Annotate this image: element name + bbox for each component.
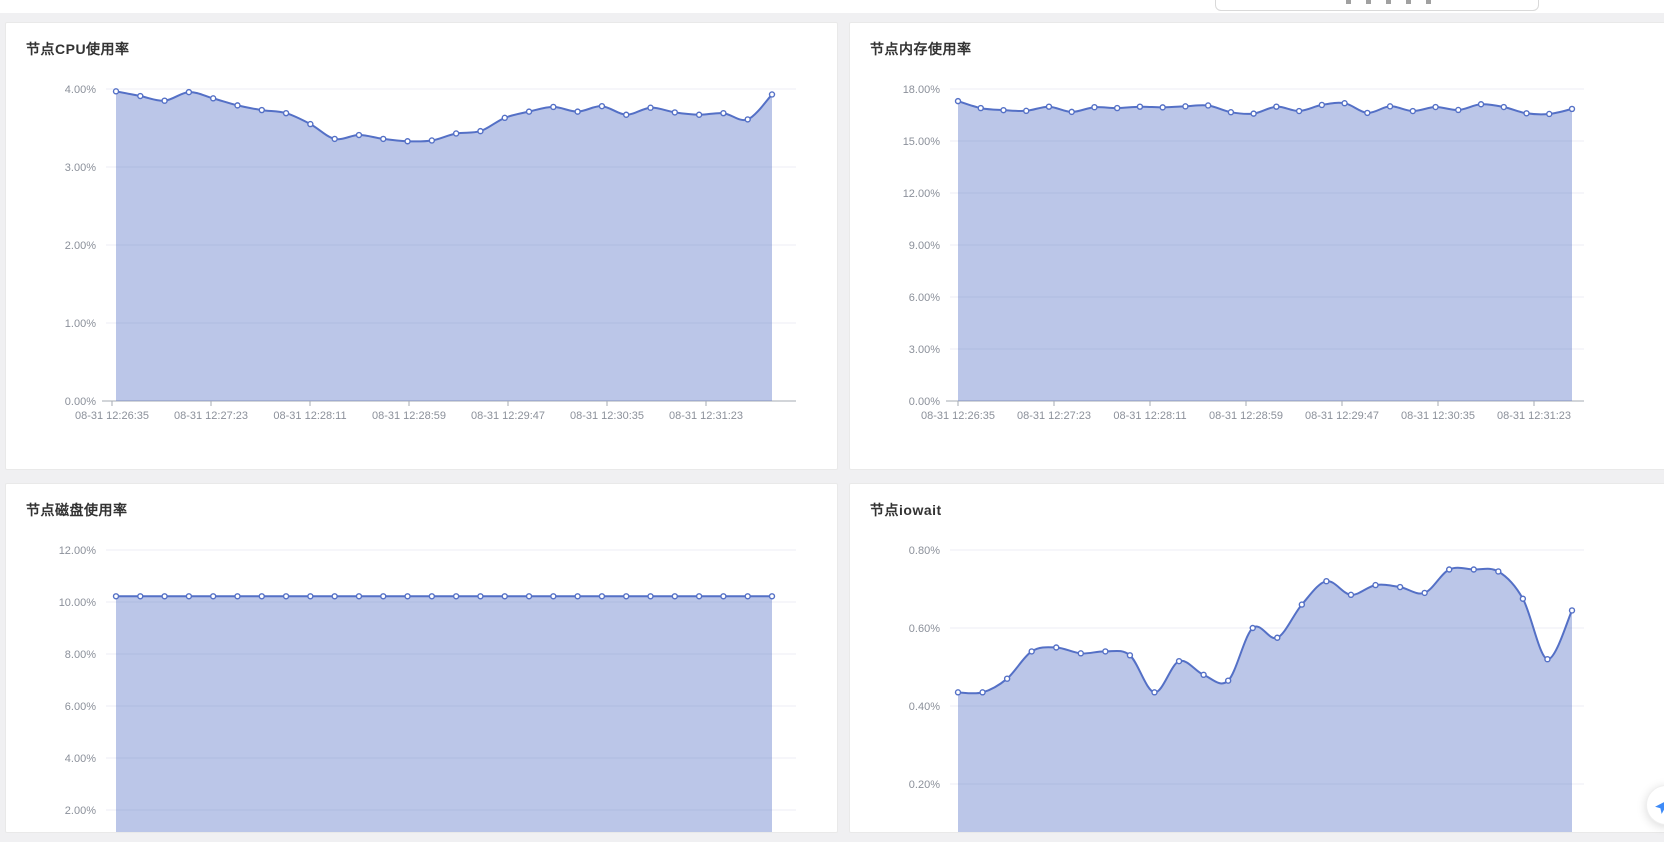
svg-text:08-31 12:27:23: 08-31 12:27:23 [1017,410,1091,422]
truncated-toolbar-button[interactable] [1215,0,1539,11]
svg-text:0.40%: 0.40% [909,701,940,713]
svg-text:3.00%: 3.00% [65,162,96,174]
svg-text:12.00%: 12.00% [59,545,97,557]
svg-text:3.00%: 3.00% [909,344,940,356]
svg-text:08-31 12:27:23: 08-31 12:27:23 [174,410,248,422]
svg-text:2.00%: 2.00% [65,805,96,817]
svg-text:6.00%: 6.00% [909,292,940,304]
svg-text:4.00%: 4.00% [65,753,96,765]
node-cpu-usage-chart[interactable]: 4.00% 3.00% 2.00% 1.00% 0.00% 08-31 12:26:35 0… [6,23,837,469]
svg-text:6.00%: 6.00% [65,701,96,713]
chart-card-node-iowait: 节点iowait 0.80% 0.60% 0.40% 0.20% [849,483,1664,833]
rocket-icon [1655,802,1664,814]
svg-text:9.00%: 9.00% [909,240,940,252]
svg-text:08-31 12:30:35: 08-31 12:30:35 [1401,410,1475,422]
svg-text:12.00%: 12.00% [903,188,941,200]
svg-text:08-31 12:28:59: 08-31 12:28:59 [372,410,446,422]
svg-text:08-31 12:30:35: 08-31 12:30:35 [570,410,644,422]
svg-text:08-31 12:29:47: 08-31 12:29:47 [1305,410,1379,422]
svg-text:08-31 12:26:35: 08-31 12:26:35 [75,410,149,422]
chart-card-node-cpu-usage: 节点CPU使用率 4.00% 3.00% 2.00% 1.00% 0.00% 08-31 … [5,22,838,470]
svg-text:4.00%: 4.00% [65,84,96,96]
svg-text:08-31 12:31:23: 08-31 12:31:23 [669,410,743,422]
chart-title-node-iowait: 节点iowait [870,502,942,518]
node-iowait-chart[interactable]: 0.80% 0.60% 0.40% 0.20% [850,484,1664,832]
svg-text:0.00%: 0.00% [65,396,96,408]
top-toolbar [0,0,1664,13]
svg-text:08-31 12:29:47: 08-31 12:29:47 [471,410,545,422]
svg-text:10.00%: 10.00% [59,597,97,609]
svg-text:08-31 12:28:11: 08-31 12:28:11 [1113,410,1186,422]
svg-text:1.00%: 1.00% [65,318,96,330]
chart-title-node-disk-usage: 节点磁盘使用率 [26,502,128,518]
svg-text:0.00%: 0.00% [909,396,940,408]
node-memory-usage-chart[interactable]: 18.00% 15.00% 12.00% 9.00% 6.00% 3.00% 0.00% 08… [850,23,1664,469]
chart-title-node-cpu-usage: 节点CPU使用率 [26,41,130,57]
chart-title-node-memory-usage: 节点内存使用率 [870,41,972,57]
svg-text:08-31 12:28:11: 08-31 12:28:11 [273,410,346,422]
svg-text:0.60%: 0.60% [909,623,940,635]
chart-card-node-memory-usage: 节点内存使用率 18.00% 15.00% 12.00% 9.00% 6.00% 3.00… [849,22,1664,470]
chart-card-node-disk-usage: 节点磁盘使用率 12.00% 10.00% 8.00% 6.00% 4.00% 2.00% [5,483,838,833]
svg-text:08-31 12:26:35: 08-31 12:26:35 [921,410,995,422]
truncated-button-text-fragment [1346,0,1442,4]
node-disk-usage-chart[interactable]: 12.00% 10.00% 8.00% 6.00% 4.00% 2.00% [6,484,837,832]
svg-text:2.00%: 2.00% [65,240,96,252]
svg-text:0.80%: 0.80% [909,545,940,557]
svg-text:0.20%: 0.20% [909,779,940,791]
svg-text:18.00%: 18.00% [903,84,941,96]
svg-text:15.00%: 15.00% [903,136,941,148]
svg-text:08-31 12:28:59: 08-31 12:28:59 [1209,410,1283,422]
svg-text:8.00%: 8.00% [65,649,96,661]
svg-text:08-31 12:31:23: 08-31 12:31:23 [1497,410,1571,422]
